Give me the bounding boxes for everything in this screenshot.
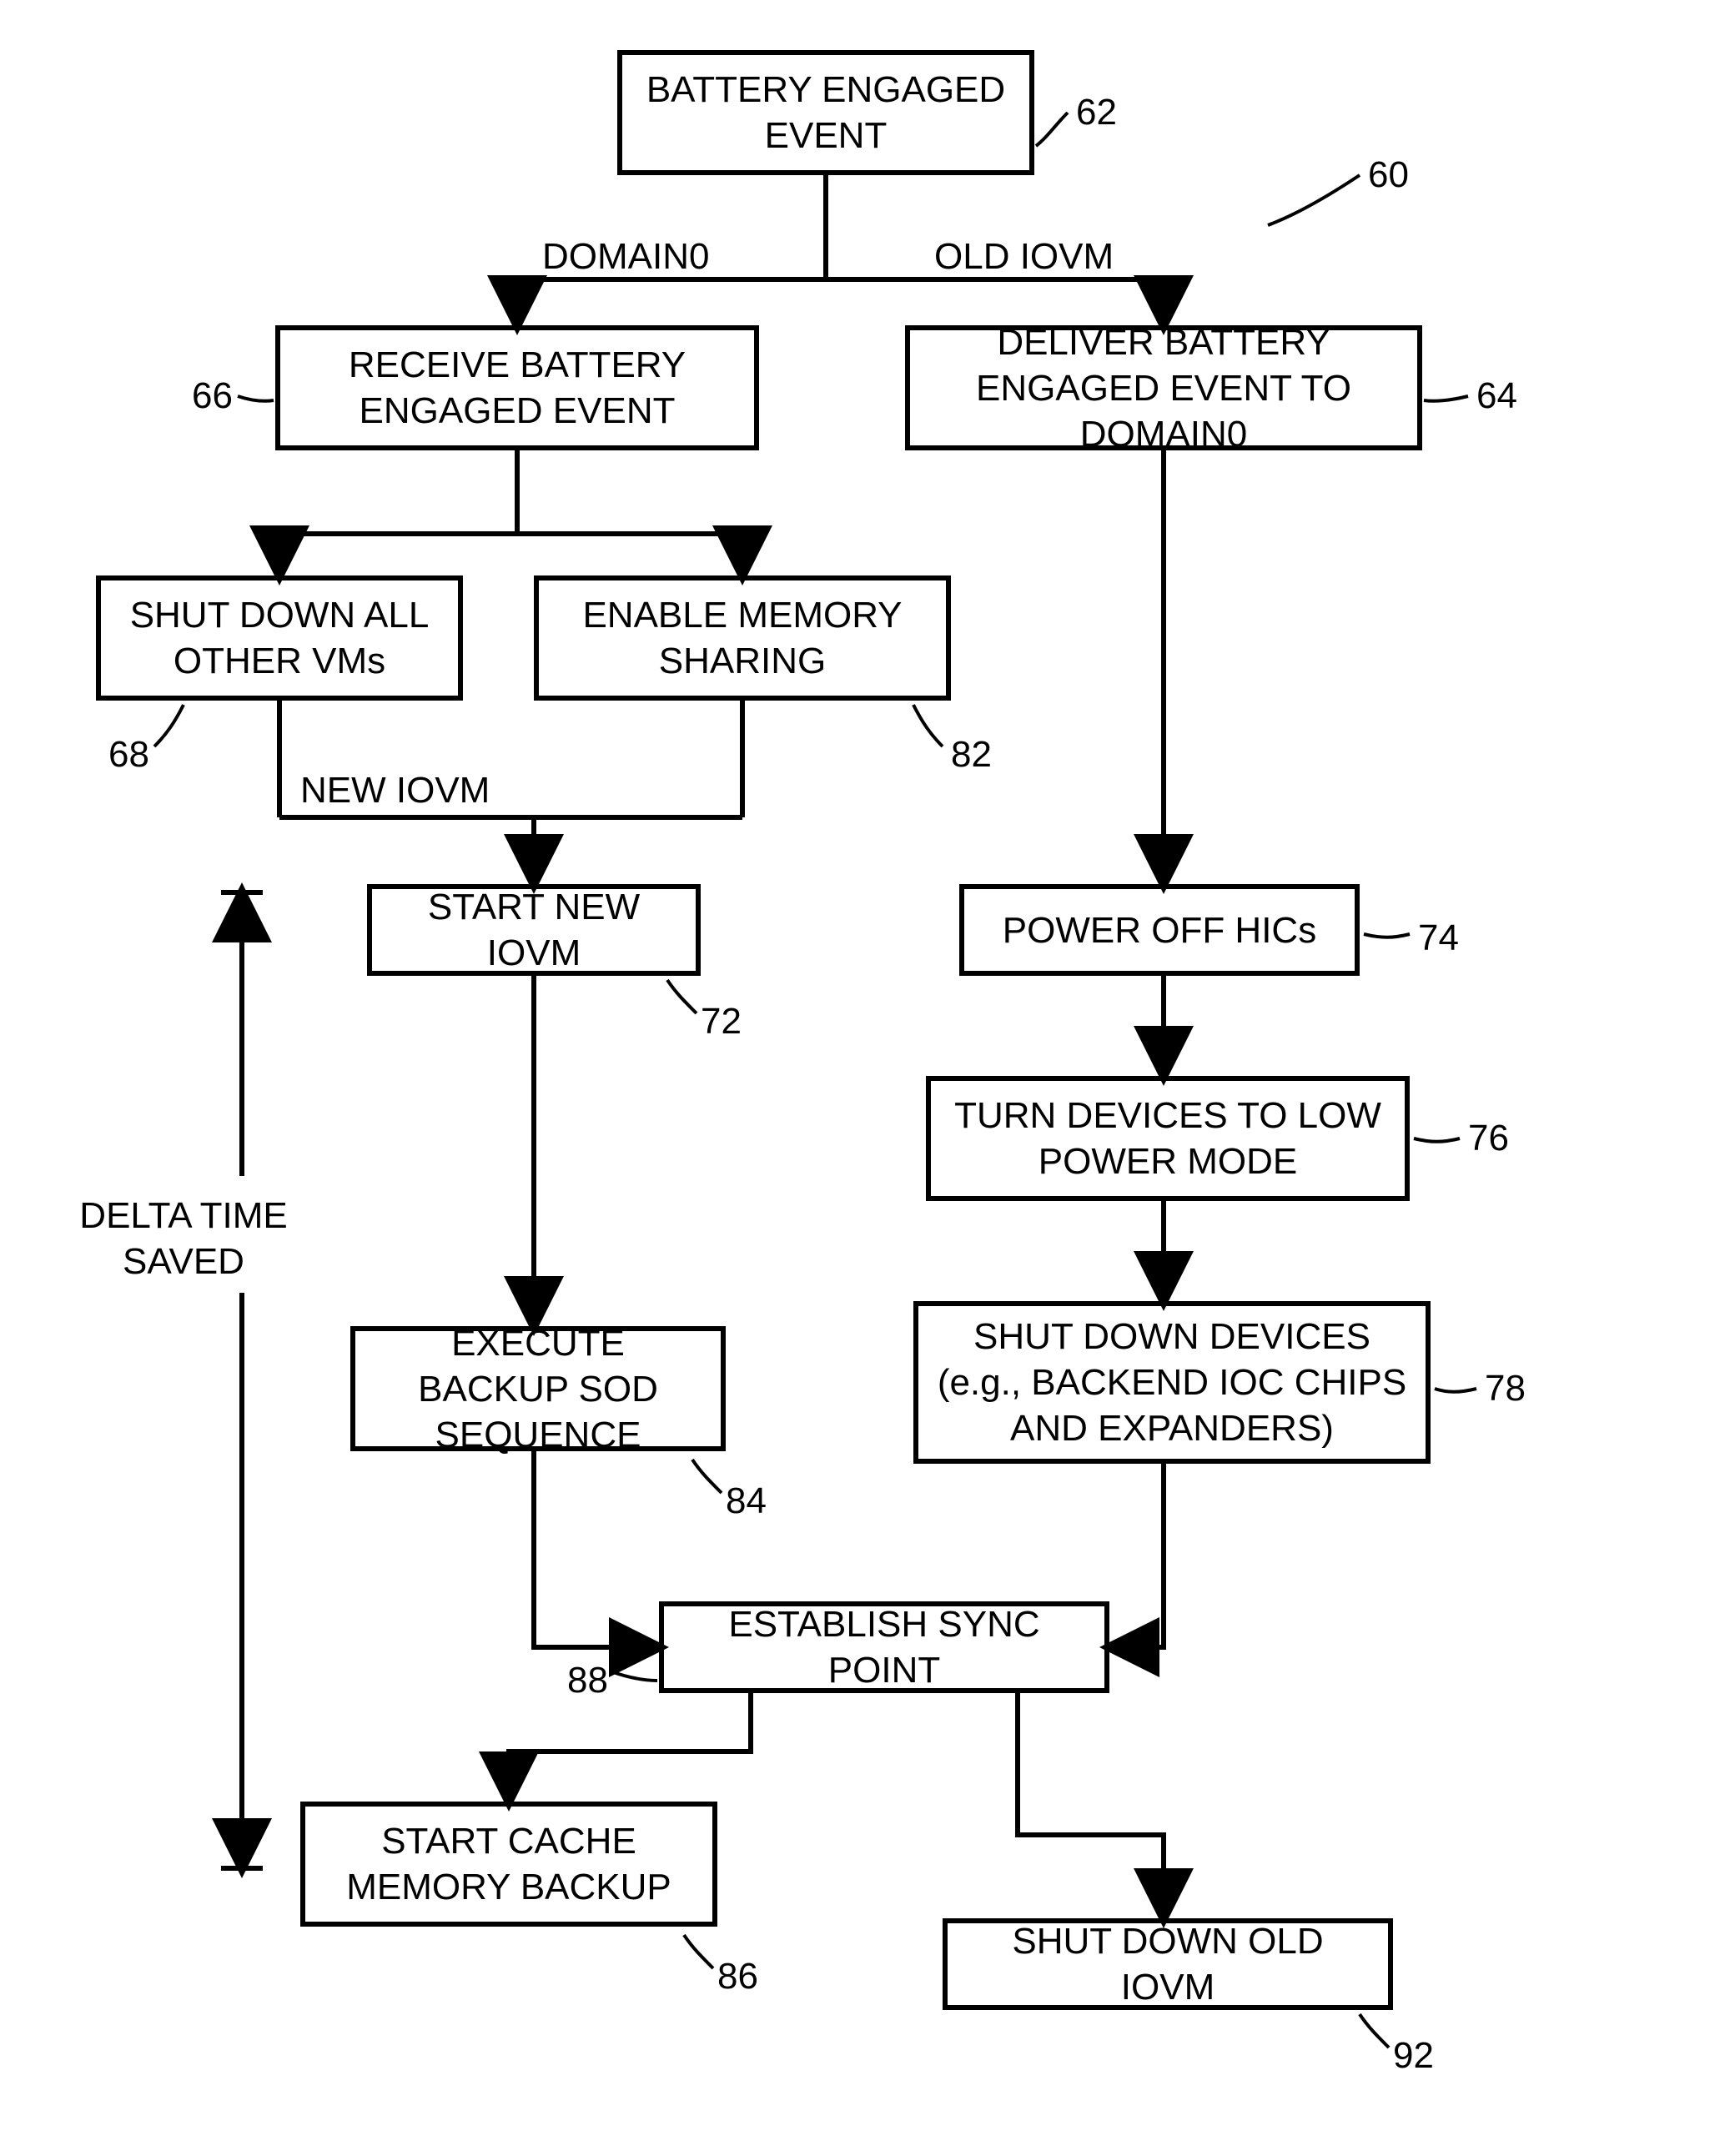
node-execute-backup-sod: EXECUTE BACKUP SOD SEQUENCE	[350, 1326, 726, 1451]
node-text: SHUT DOWN ALL OTHER VMs	[118, 592, 441, 684]
edge-label-domain0: DOMAIN0	[542, 234, 709, 279]
edge-label-new-iovm: NEW IOVM	[300, 767, 490, 813]
node-establish-sync-point: ESTABLISH SYNC POINT	[659, 1601, 1109, 1693]
node-text: START CACHE MEMORY BACKUP	[322, 1818, 696, 1910]
connectors-overlay	[0, 0, 1730, 2156]
node-power-off-hics: POWER OFF HICs	[959, 884, 1360, 976]
label-text: DELTA TIME SAVED	[79, 1195, 287, 1282]
node-text: SHUT DOWN DEVICES (e.g., BACKEND IOC CHI…	[935, 1314, 1409, 1451]
label-text: OLD IOVM	[934, 236, 1114, 277]
ref-88: 88	[567, 1660, 608, 1701]
label-text: NEW IOVM	[300, 770, 490, 811]
flowchart-canvas: BATTERY ENGAGED EVENT RECEIVE BATTERY EN…	[0, 0, 1730, 2156]
ref-84: 84	[726, 1480, 767, 1522]
node-enable-memory-sharing: ENABLE MEMORY SHARING	[534, 575, 951, 701]
ref-86: 86	[717, 1956, 758, 1998]
ref-92: 92	[1393, 2035, 1434, 2077]
node-deliver-battery-engaged: DELIVER BATTERY ENGAGED EVENT TO DOMAIN0	[905, 325, 1422, 450]
node-low-power-mode: TURN DEVICES TO LOW POWER MODE	[926, 1076, 1410, 1201]
ref-72: 72	[701, 1001, 742, 1043]
node-text: RECEIVE BATTERY ENGAGED EVENT	[297, 342, 737, 434]
ref-60: 60	[1368, 154, 1409, 196]
node-text: ESTABLISH SYNC POINT	[681, 1601, 1088, 1693]
label-text: DOMAIN0	[542, 236, 709, 277]
node-text: BATTERY ENGAGED EVENT	[639, 67, 1013, 158]
node-text: ENABLE MEMORY SHARING	[556, 592, 929, 684]
ref-62: 62	[1076, 92, 1117, 133]
ref-78: 78	[1485, 1368, 1526, 1410]
node-text: TURN DEVICES TO LOW POWER MODE	[948, 1093, 1388, 1184]
node-text: SHUT DOWN OLD IOVM	[964, 1918, 1371, 2010]
ref-64: 64	[1476, 375, 1517, 417]
ref-66: 66	[192, 375, 233, 417]
delta-time-saved-label: DELTA TIME SAVED	[79, 1193, 288, 1284]
node-text: POWER OFF HICs	[1003, 907, 1316, 953]
ref-68: 68	[108, 734, 149, 776]
node-receive-battery-engaged: RECEIVE BATTERY ENGAGED EVENT	[275, 325, 759, 450]
node-start-cache-backup: START CACHE MEMORY BACKUP	[300, 1802, 717, 1927]
node-start-new-iovm: START NEW IOVM	[367, 884, 701, 976]
node-shut-down-devices: SHUT DOWN DEVICES (e.g., BACKEND IOC CHI…	[913, 1301, 1431, 1464]
node-battery-engaged-event: BATTERY ENGAGED EVENT	[617, 50, 1034, 175]
ref-82: 82	[951, 734, 992, 776]
node-text: EXECUTE BACKUP SOD SEQUENCE	[372, 1320, 704, 1458]
node-text: START NEW IOVM	[389, 884, 679, 976]
ref-76: 76	[1468, 1118, 1509, 1159]
edge-label-old-iovm: OLD IOVM	[934, 234, 1114, 279]
ref-74: 74	[1418, 917, 1459, 959]
node-shut-down-vms: SHUT DOWN ALL OTHER VMs	[96, 575, 463, 701]
node-text: DELIVER BATTERY ENGAGED EVENT TO DOMAIN0	[927, 319, 1401, 457]
node-shut-down-old-iovm: SHUT DOWN OLD IOVM	[943, 1918, 1393, 2010]
